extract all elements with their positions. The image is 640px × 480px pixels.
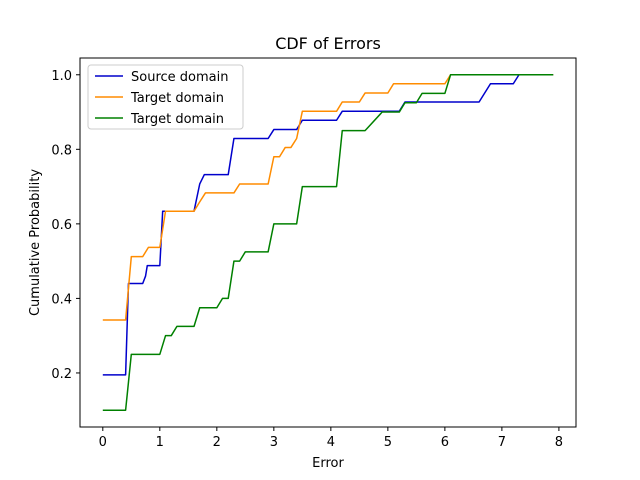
legend: Source domain Target domain Target domain [87,64,244,130]
x-tick-label: 4 [327,435,335,450]
legend-label-3: Target domain [130,112,224,127]
legend-label-2: Target domain [130,91,224,106]
x-tick-label: 5 [384,435,392,450]
y-tick-label: 0.8 [51,143,72,158]
y-axis-label: Cumulative Probability [28,169,43,316]
x-tick-label: 6 [441,435,449,450]
x-tick-label: 1 [156,435,164,450]
y-tick-label: 0.2 [51,367,72,382]
x-tick-label: 3 [270,435,278,450]
chart-title: CDF of Errors [275,34,381,53]
y-axis: 0.2 0.4 0.6 0.8 1.0 [51,69,80,382]
plot-lines [102,74,554,411]
x-tick-label: 7 [498,435,506,450]
plot-frame [79,57,577,428]
x-tick-label: 2 [213,435,221,450]
legend-label-1: Source domain [131,70,228,85]
x-tick-label: 0 [99,435,107,450]
series-line-2 [102,74,554,321]
y-tick-label: 0.6 [51,218,72,233]
x-tick-label: 8 [555,435,563,450]
y-tick-label: 0.4 [51,292,72,307]
x-axis-label: Error [312,456,344,471]
y-tick-label: 1.0 [51,69,72,84]
x-axis: 0 1 2 3 4 5 6 7 8 [99,427,563,450]
series-line-3 [102,74,554,411]
legend-box [87,64,244,130]
series-line-1 [102,74,554,376]
